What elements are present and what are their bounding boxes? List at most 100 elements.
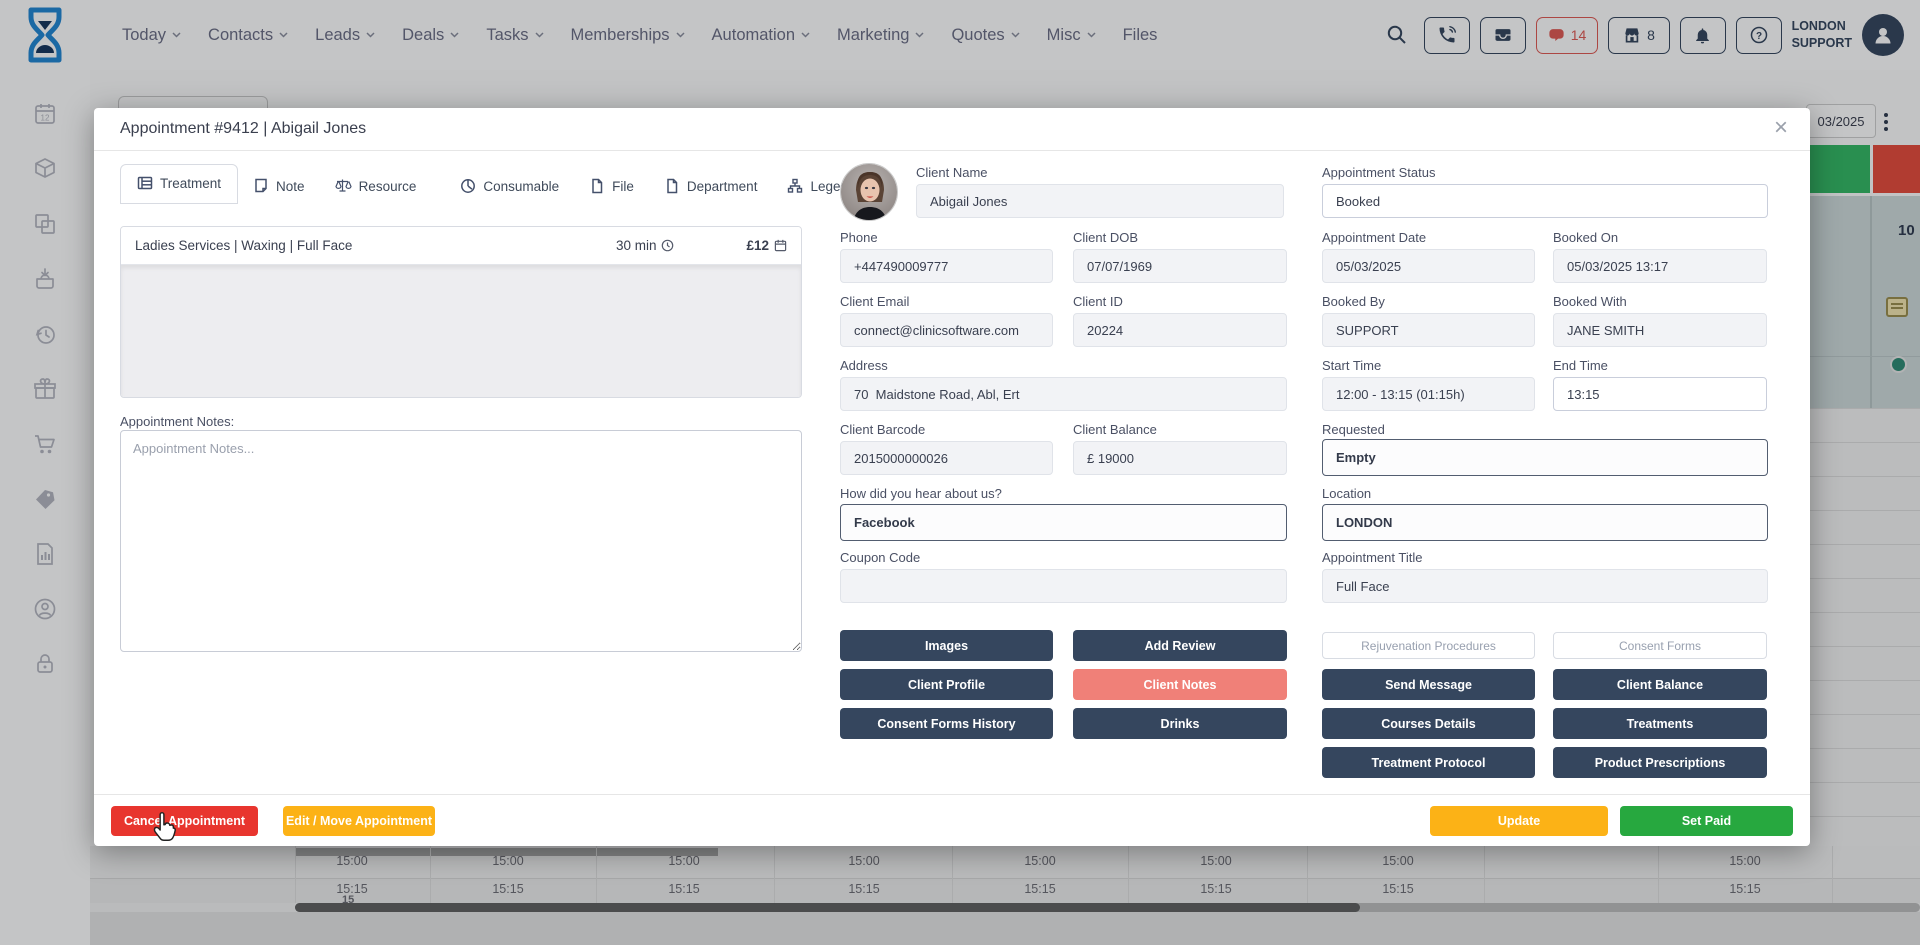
treatment-list-empty-area <box>121 265 801 397</box>
calendar-icon[interactable]: 12 <box>32 101 58 127</box>
client-barcode-field[interactable] <box>840 441 1053 475</box>
consent-forms-button[interactable]: Consent Forms <box>1553 632 1767 659</box>
nav-item-quotes[interactable]: Quotes <box>951 26 1020 45</box>
consent-forms-history-button[interactable]: Consent Forms History <box>840 708 1053 739</box>
chat-button[interactable]: 14 <box>1535 16 1598 54</box>
add-review-button[interactable]: Add Review <box>1073 630 1287 661</box>
booked-on-field[interactable] <box>1553 249 1767 283</box>
user-avatar[interactable] <box>1862 14 1904 56</box>
product-prescriptions-button[interactable]: Product Prescriptions <box>1553 747 1767 778</box>
copy-icon[interactable] <box>32 211 58 237</box>
lock-icon[interactable] <box>32 651 58 677</box>
nav-item-automation[interactable]: Automation <box>712 26 810 45</box>
treatment-protocol-button[interactable]: Treatment Protocol <box>1322 747 1535 778</box>
tab-department[interactable]: Department <box>649 168 773 204</box>
close-icon[interactable]: × <box>1773 114 1788 141</box>
notifications-button[interactable] <box>1679 16 1726 54</box>
edit-move-appointment-button[interactable]: Edit / Move Appointment <box>283 806 435 836</box>
nav-item-tasks[interactable]: Tasks <box>486 26 544 45</box>
client-photo[interactable] <box>840 163 898 221</box>
coupon-code-label: Coupon Code <box>840 550 921 565</box>
package-icon[interactable] <box>32 156 58 182</box>
client-email-label: Client Email <box>840 294 910 309</box>
client-balance-field[interactable] <box>1073 441 1287 475</box>
appointment-modal: Appointment #9412 | Abigail Jones × Trea… <box>94 108 1810 846</box>
nav-item-memberships[interactable]: Memberships <box>571 26 685 45</box>
calendar-header-cell-red[interactable] <box>1873 145 1920 193</box>
gift-icon[interactable] <box>32 376 58 402</box>
tab-treatment[interactable]: Treatment <box>120 164 239 204</box>
time-slot-label: 15:15 <box>1024 882 1056 896</box>
nav-item-misc[interactable]: Misc <box>1047 26 1096 45</box>
chevron-down-icon <box>366 32 375 38</box>
rejuvenation-procedures-button[interactable]: Rejuvenation Procedures <box>1322 632 1535 659</box>
treatments-button[interactable]: Treatments <box>1553 708 1767 739</box>
price-tag-icon[interactable] <box>32 486 58 512</box>
calendar-date-box[interactable]: 03/2025 <box>1806 104 1876 138</box>
set-paid-button[interactable]: Set Paid <box>1620 806 1793 836</box>
appointment-title-field[interactable] <box>1322 569 1768 603</box>
client-balance-button[interactable]: Client Balance <box>1553 669 1767 700</box>
scrollbar-thumb[interactable] <box>295 903 1360 912</box>
location-select[interactable] <box>1322 504 1768 541</box>
sticky-note-icon[interactable] <box>1886 297 1908 317</box>
tab-resource[interactable]: Resource <box>320 168 432 204</box>
report-icon[interactable] <box>32 541 58 567</box>
start-time-field[interactable] <box>1322 377 1535 411</box>
app-logo-hourglass-icon[interactable] <box>22 5 68 65</box>
tab-consumable[interactable]: Consumable <box>445 168 574 204</box>
chevron-down-icon <box>801 32 810 38</box>
nav-item-files[interactable]: Files <box>1123 26 1158 45</box>
inbox-button[interactable] <box>1479 16 1526 54</box>
hear-about-select[interactable] <box>840 504 1287 541</box>
booked-with-field[interactable] <box>1553 313 1767 347</box>
help-button[interactable]: ? <box>1735 16 1782 54</box>
drinks-button[interactable]: Drinks <box>1073 708 1287 739</box>
nav-item-contacts[interactable]: Contacts <box>208 26 288 45</box>
treatment-row[interactable]: Ladies Services | Waxing | Full Face 30 … <box>121 227 801 265</box>
search-icon[interactable] <box>1386 24 1408 46</box>
nav-item-today[interactable]: Today <box>122 26 181 45</box>
images-button[interactable]: Images <box>840 630 1053 661</box>
client-notes-button[interactable]: Client Notes <box>1073 669 1287 700</box>
client-name-field[interactable] <box>916 184 1284 218</box>
client-id-field[interactable] <box>1073 313 1287 347</box>
nav-item-marketing[interactable]: Marketing <box>837 26 924 45</box>
checkin-basket-icon[interactable] <box>32 266 58 292</box>
nav-item-leads[interactable]: Leads <box>315 26 375 45</box>
nav-label: Files <box>1122 25 1158 44</box>
history-icon[interactable] <box>32 321 58 347</box>
pos-button[interactable]: 8 <box>1607 16 1670 54</box>
horizontal-scrollbar[interactable] <box>295 903 1920 912</box>
tab-file[interactable]: File <box>574 168 649 204</box>
address-field[interactable] <box>840 377 1287 411</box>
booked-with-label: Booked With <box>1553 294 1627 309</box>
end-time-field[interactable] <box>1553 377 1767 411</box>
hear-about-label: How did you hear about us? <box>840 486 1002 501</box>
booked-by-field[interactable] <box>1322 313 1535 347</box>
price-calendar-icon[interactable] <box>774 239 787 252</box>
client-email-field[interactable] <box>840 313 1053 347</box>
coupon-code-field[interactable] <box>840 569 1287 603</box>
send-message-button[interactable]: Send Message <box>1322 669 1535 700</box>
kebab-menu-icon[interactable] <box>1884 110 1888 134</box>
cancel-appointment-button[interactable]: Cancel Appointment <box>111 806 258 836</box>
update-button[interactable]: Update <box>1430 806 1608 836</box>
tab-note[interactable]: Note <box>238 168 320 204</box>
status-dot-icon[interactable] <box>1890 356 1907 373</box>
cart-icon[interactable] <box>32 431 58 457</box>
requested-select[interactable] <box>1322 439 1768 476</box>
appointment-date-field[interactable] <box>1322 249 1535 283</box>
nav-item-deals[interactable]: Deals <box>402 26 459 45</box>
client-profile-button[interactable]: Client Profile <box>840 669 1053 700</box>
appointment-status-select[interactable] <box>1322 184 1768 218</box>
courses-details-button[interactable]: Courses Details <box>1322 708 1535 739</box>
appointment-notes-input[interactable] <box>120 430 802 652</box>
client-dob-field[interactable] <box>1073 249 1287 283</box>
user-location: LONDON <box>1791 19 1846 34</box>
phone-icon <box>1439 25 1456 43</box>
calendar-header-cell-green[interactable] <box>1806 145 1870 193</box>
phone-button[interactable] <box>1423 16 1470 54</box>
account-icon[interactable] <box>32 596 58 622</box>
phone-field[interactable] <box>840 249 1053 283</box>
